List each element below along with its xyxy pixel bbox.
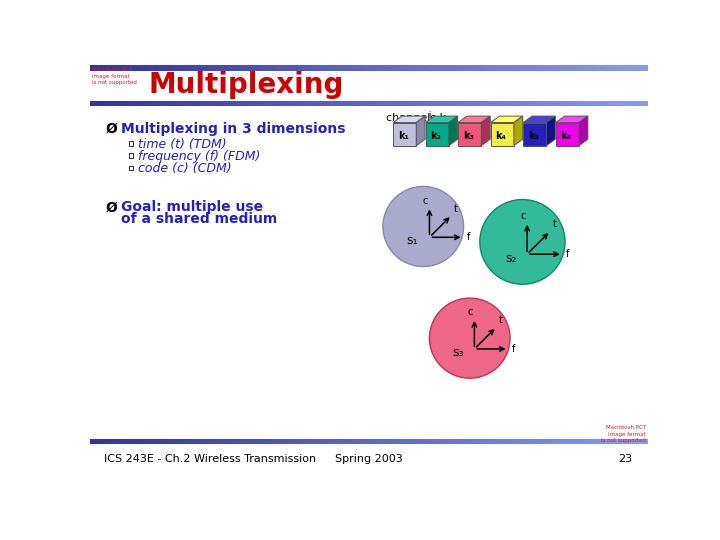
Bar xyxy=(556,123,579,146)
Text: i: i xyxy=(428,111,431,120)
Polygon shape xyxy=(556,116,588,123)
Text: s₂: s₂ xyxy=(505,252,517,265)
Text: k₆: k₆ xyxy=(560,131,571,140)
Text: k₂: k₂ xyxy=(431,131,441,140)
Text: frequency (f) (FDM): frequency (f) (FDM) xyxy=(138,150,261,163)
Polygon shape xyxy=(393,116,425,123)
Bar xyxy=(458,123,482,146)
Text: Multiplexing: Multiplexing xyxy=(148,71,343,99)
Text: Ø: Ø xyxy=(106,122,117,136)
Text: channels k: channels k xyxy=(386,112,446,123)
Bar xyxy=(129,153,133,158)
Text: f: f xyxy=(512,344,515,354)
Polygon shape xyxy=(426,116,458,123)
Bar xyxy=(426,123,449,146)
Bar xyxy=(490,123,514,146)
Text: ICS 243E - Ch.2 Wireless Transmission: ICS 243E - Ch.2 Wireless Transmission xyxy=(104,454,316,464)
Text: code (c) (CDM): code (c) (CDM) xyxy=(138,162,232,176)
Polygon shape xyxy=(482,116,490,146)
Polygon shape xyxy=(523,116,555,123)
Text: t: t xyxy=(499,315,503,325)
Text: c: c xyxy=(521,211,526,221)
Text: f: f xyxy=(566,249,570,259)
Text: s₃: s₃ xyxy=(453,346,464,359)
Polygon shape xyxy=(514,116,523,146)
Ellipse shape xyxy=(383,186,464,267)
Text: k₁: k₁ xyxy=(397,131,408,140)
Text: k₃: k₃ xyxy=(463,131,474,140)
Polygon shape xyxy=(449,116,458,146)
Polygon shape xyxy=(546,116,555,146)
Bar xyxy=(393,123,416,146)
Text: c: c xyxy=(468,307,473,318)
Text: t: t xyxy=(454,204,458,213)
Bar xyxy=(129,166,133,170)
Text: of a shared medium: of a shared medium xyxy=(121,212,277,226)
Polygon shape xyxy=(490,116,523,123)
Polygon shape xyxy=(458,116,490,123)
Text: time (t) (TDM): time (t) (TDM) xyxy=(138,138,227,151)
Text: Goal: multiple use: Goal: multiple use xyxy=(121,200,263,214)
Text: Spring 2003: Spring 2003 xyxy=(335,454,403,464)
Text: 23: 23 xyxy=(618,454,632,464)
Text: Macintosh PCT
image format
is not supported: Macintosh PCT image format is not suppor… xyxy=(92,67,138,85)
Text: Ø: Ø xyxy=(106,200,117,214)
Text: k₅: k₅ xyxy=(528,131,539,140)
Polygon shape xyxy=(416,116,425,146)
Text: Multiplexing in 3 dimensions: Multiplexing in 3 dimensions xyxy=(121,122,346,136)
Ellipse shape xyxy=(480,200,565,284)
Text: Macintosh PCT
image format
is not supported: Macintosh PCT image format is not suppor… xyxy=(600,425,646,443)
Bar xyxy=(523,123,546,146)
Text: s₁: s₁ xyxy=(406,234,418,247)
Text: f: f xyxy=(467,232,470,242)
Text: c: c xyxy=(423,195,428,206)
Text: t: t xyxy=(553,219,557,230)
Ellipse shape xyxy=(429,298,510,378)
Polygon shape xyxy=(579,116,588,146)
Bar xyxy=(129,141,133,146)
Text: k₄: k₄ xyxy=(495,131,506,140)
